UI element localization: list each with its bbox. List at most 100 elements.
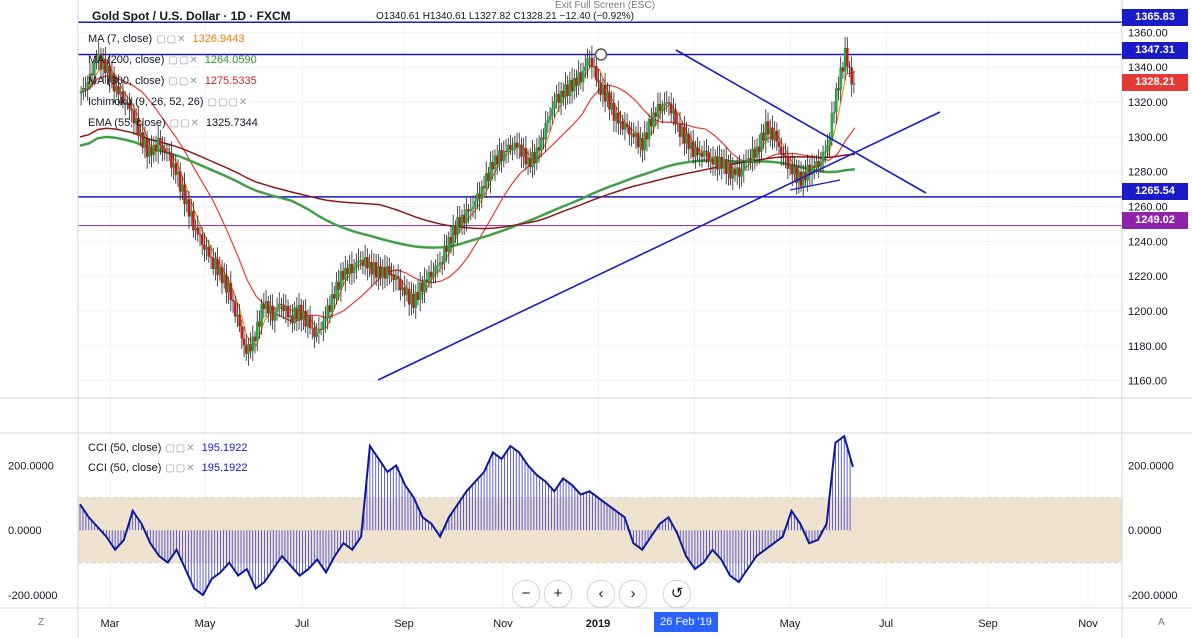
- candle-body: [418, 282, 422, 300]
- candle-body: [676, 123, 680, 125]
- candle-body: [273, 311, 277, 321]
- candle-body: [632, 133, 636, 138]
- candle-body: [493, 155, 497, 170]
- candle-body: [324, 318, 327, 322]
- candle-body: [742, 163, 746, 171]
- candle-body: [167, 152, 171, 154]
- indicator-ma200[interactable]: MA (200, close) ▢▢✕ 1264.0590: [88, 54, 257, 66]
- y-tick-label: 1300.00: [1128, 132, 1168, 144]
- reset-button[interactable]: ↺: [663, 580, 691, 608]
- cci-tick-label: 0.0000: [1128, 525, 1162, 537]
- candle-body: [132, 110, 136, 124]
- candle-body: [275, 308, 279, 312]
- minor-trendline: [789, 179, 841, 191]
- indicator-ema55[interactable]: EMA (55, close) ▢▢✕ 1325.7344: [88, 117, 258, 129]
- candle-body: [255, 321, 259, 342]
- candle-body: [683, 126, 686, 144]
- candle-body: [86, 81, 90, 89]
- candle-body: [544, 122, 547, 140]
- candle-body: [460, 214, 464, 226]
- zoom-out-button[interactable]: −: [512, 580, 540, 608]
- candle-body: [152, 144, 156, 156]
- candle-body: [672, 109, 675, 114]
- cci-tick-label-left: -200.0000: [8, 590, 58, 602]
- y-tick-label: 1360.00: [1128, 27, 1168, 39]
- indicator-value: 1264.0590: [204, 54, 257, 66]
- candle-body: [280, 303, 283, 305]
- y-tick-label: 1200.00: [1128, 306, 1168, 318]
- candle-body: [449, 236, 453, 244]
- candle-body: [746, 158, 750, 162]
- candle-body: [500, 150, 503, 161]
- candle-body: [705, 150, 708, 153]
- indicator-ma300[interactable]: MA (300, close) ▢▢✕ 1275.5335: [88, 75, 257, 87]
- zoom-corner-label[interactable]: Z: [38, 617, 45, 628]
- candle-body: [104, 58, 107, 74]
- cci-value: 195.1922: [201, 442, 248, 454]
- candle-body: [755, 146, 759, 158]
- candle-body: [722, 159, 726, 169]
- candle-body: [667, 102, 671, 104]
- candle-body: [421, 282, 424, 292]
- exit-fullscreen-hint[interactable]: Exit Full Screen (ESC): [551, 0, 660, 11]
- candle-body: [359, 260, 363, 262]
- candle-body: [698, 152, 702, 155]
- candle-body: [225, 274, 228, 293]
- candle-body: [247, 344, 250, 354]
- candle-body: [749, 158, 752, 163]
- auto-scale-label[interactable]: A: [1158, 617, 1165, 628]
- scroll-left-button[interactable]: ‹: [587, 580, 615, 608]
- candle-body: [548, 116, 552, 120]
- candle-body: [253, 336, 257, 342]
- candle-body: [310, 327, 314, 329]
- candle-body: [200, 234, 204, 245]
- price-tag-1328: 1328.21: [1122, 74, 1188, 91]
- candle-body: [823, 151, 827, 153]
- x-tick-label: Sep: [978, 618, 998, 630]
- candle-body: [559, 90, 563, 104]
- x-tick-label: Nov: [493, 618, 513, 630]
- candle-body: [161, 145, 164, 150]
- candle-body: [390, 274, 393, 276]
- candle-body: [819, 162, 823, 168]
- candle-body: [97, 53, 101, 61]
- candle-body: [407, 288, 411, 305]
- x-tick-label: May: [195, 618, 216, 630]
- support-trendline: [377, 111, 941, 381]
- candle-body: [101, 58, 105, 70]
- candle-body: [363, 257, 367, 267]
- candle-body: [760, 132, 763, 152]
- scroll-right-button[interactable]: ›: [619, 580, 647, 608]
- candle-body: [163, 149, 167, 153]
- candle-body: [575, 77, 578, 86]
- cci-legend-2[interactable]: CCI (50, close) ▢▢✕ 195.1922: [88, 462, 248, 474]
- candle-body: [590, 57, 594, 68]
- indicator-ma7[interactable]: MA (7, close) ▢▢✕ 1326.9443: [88, 33, 244, 45]
- candle-body: [812, 165, 816, 168]
- candle-body: [817, 161, 820, 168]
- candle-body: [592, 65, 596, 68]
- candle-body: [583, 66, 587, 71]
- cci-legend-1[interactable]: CCI (50, close) ▢▢✕ 195.1922: [88, 442, 248, 454]
- y-tick-label: 1240.00: [1128, 236, 1168, 248]
- candle-body: [513, 142, 517, 150]
- candle-body: [262, 304, 266, 310]
- indicator-ichimoku[interactable]: Ichimoku (9, 26, 52, 26) ▢▢▢✕: [88, 96, 248, 108]
- candle-body: [291, 315, 294, 324]
- candle-body: [524, 147, 528, 165]
- zoom-in-button[interactable]: +: [544, 580, 572, 608]
- indicator-buttons-icon: ▢▢✕: [165, 443, 196, 454]
- candle-body: [498, 150, 501, 165]
- candle-body: [639, 137, 642, 148]
- candle-body: [515, 142, 519, 148]
- candle-body: [630, 133, 633, 135]
- candle-body: [658, 103, 662, 112]
- candle-body: [299, 304, 303, 320]
- candle-body: [90, 73, 94, 76]
- candle-body: [564, 84, 567, 98]
- candle-body: [222, 274, 226, 284]
- candle-body: [511, 149, 514, 151]
- candle-body: [414, 291, 418, 308]
- candle-body: [557, 93, 561, 104]
